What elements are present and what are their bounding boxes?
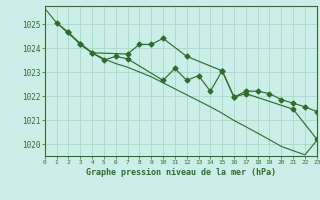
X-axis label: Graphe pression niveau de la mer (hPa): Graphe pression niveau de la mer (hPa): [86, 168, 276, 177]
